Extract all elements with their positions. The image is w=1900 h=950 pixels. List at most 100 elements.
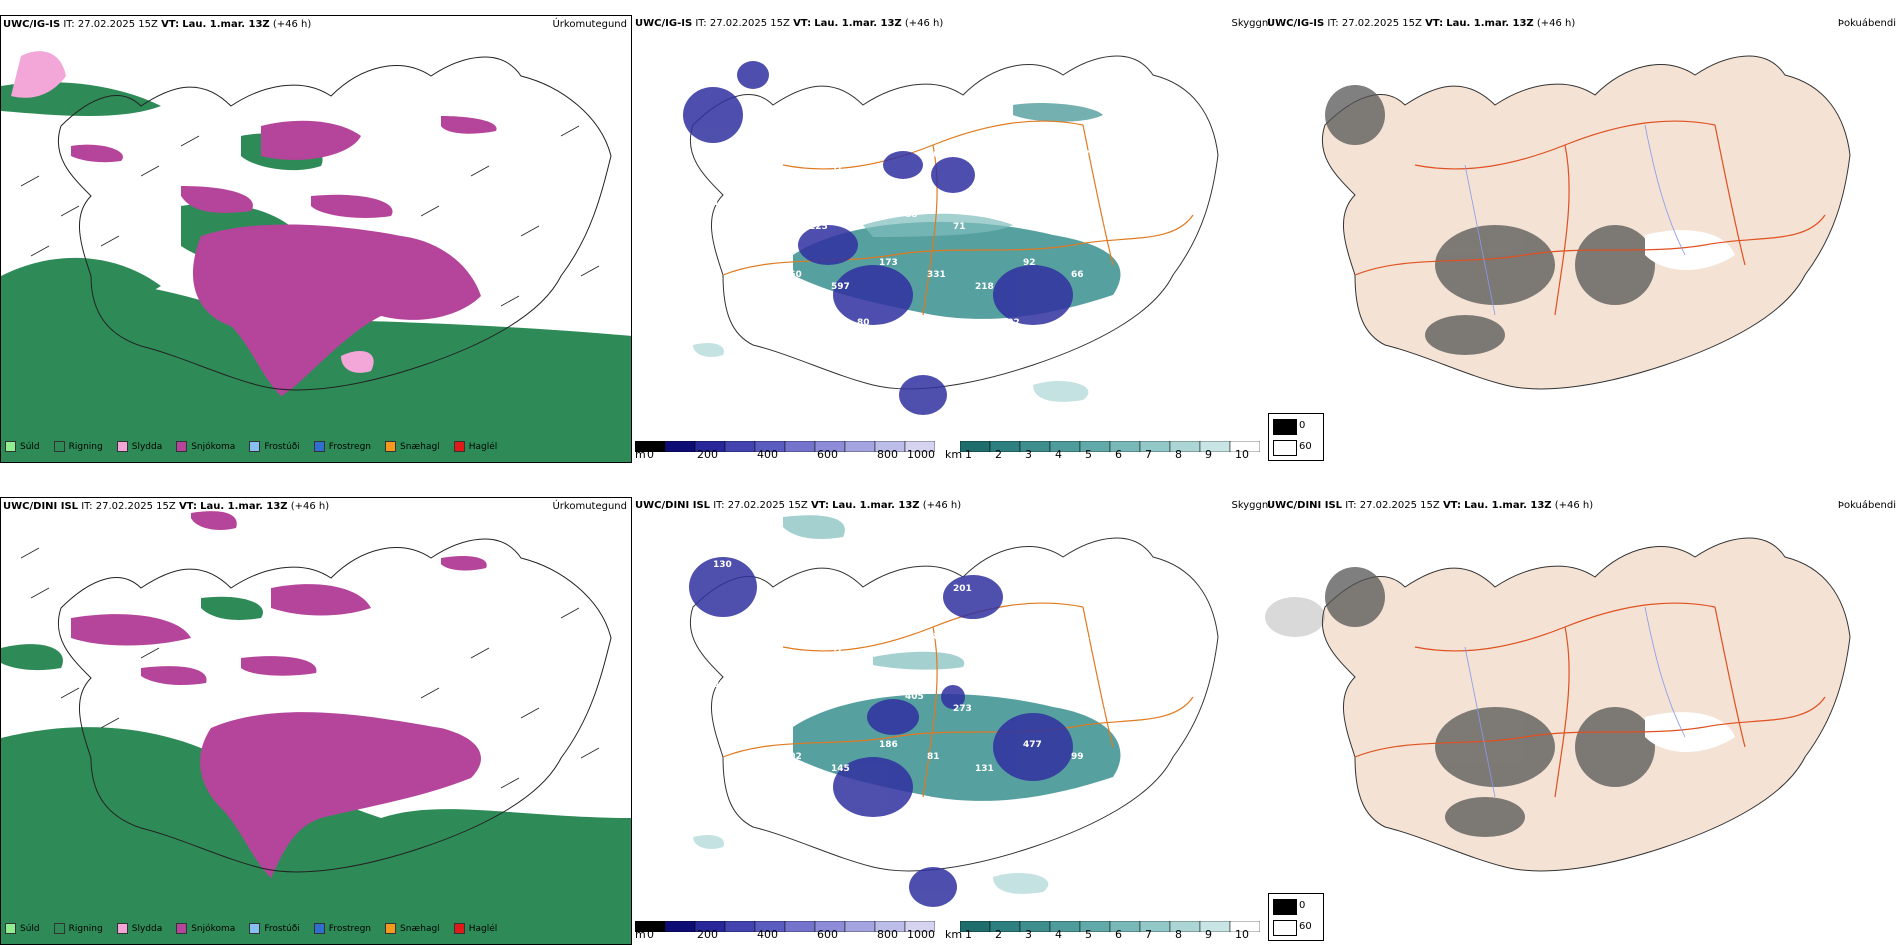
tick-label: 9 xyxy=(1205,928,1212,941)
cloud-base-value-label: 144 xyxy=(713,78,732,88)
cloud-base-value-label: 143 xyxy=(809,584,828,594)
cloud-base-value-label: 207 xyxy=(761,692,780,702)
tick-label: 800 xyxy=(877,928,898,941)
legend-item: Haglél xyxy=(453,923,497,934)
legend-swatch xyxy=(176,923,188,934)
cloud-base-value-label: 169 xyxy=(1049,210,1068,220)
cloud-base-value-label: 71 xyxy=(953,222,966,232)
cloud-base-value-label: 49 xyxy=(905,90,918,100)
cloud-base-value-label: 597 xyxy=(831,282,850,292)
cloud-base-value-label: 201 xyxy=(953,584,972,594)
cloud-base-value-label: 38 xyxy=(713,800,726,810)
cloud-base-value-label: 379 xyxy=(1097,222,1116,232)
cloud-base-value-label: 100 xyxy=(1001,680,1020,690)
cloud-base-value-label: 57 xyxy=(1049,330,1062,340)
legend-item: Frostregn xyxy=(313,441,371,452)
cloud-base-value-label: 144 xyxy=(975,162,994,172)
unit-label: m xyxy=(635,448,646,461)
cloud-base-value-label: 405 xyxy=(905,692,924,702)
legend-item: Haglél xyxy=(453,441,497,452)
cloud-base-value-label: 64 xyxy=(761,90,774,100)
legend-swatch xyxy=(385,923,397,934)
tick-label: 600 xyxy=(817,448,838,461)
cloud-base-value-label: 80 xyxy=(857,318,870,328)
cloud-base-value-label: 105 xyxy=(1119,282,1138,292)
visibility-colorbar-bottom xyxy=(959,917,1261,933)
visibility-ticks-bottom: km 1 2 3 4 5 6 7 8 9 10 xyxy=(945,928,1265,942)
cloud-base-colorbar-top xyxy=(634,437,936,453)
cloud-base-value-label: 95 xyxy=(1049,572,1062,582)
fog-legend-high-label: 0 xyxy=(1299,420,1306,431)
cloud-base-value-label: 346 xyxy=(1023,138,1042,148)
visibility-colorbar-swatches xyxy=(959,920,1261,933)
cloud-base-value-label: 115 xyxy=(761,330,780,340)
fog-legend-low-swatch xyxy=(1273,440,1297,456)
cloud-vis-panel-top: UWC/IG-IS IT: 27.02.2025 15Z VT: Lau. 1.… xyxy=(633,15,1271,463)
cloud-base-value-label: 123 xyxy=(1049,692,1068,702)
legend-swatch xyxy=(116,923,128,934)
cloud-base-value-label: 186 xyxy=(879,740,898,750)
cloud-base-values-top: 144 64 70 48 49 129 69 217 242 486 142 47 285 80 144 34… xyxy=(713,78,1138,388)
cloud-vis-map-top xyxy=(683,55,1219,415)
legend-item: Slydda xyxy=(116,923,162,934)
precip-legend-bottom: Súld Rigning Slydda Snjókoma Frostúði Fr… xyxy=(5,923,505,934)
cloud-base-value-label: 63 xyxy=(735,620,748,630)
legend-item: Snjókoma xyxy=(176,923,235,934)
legend-item: Frostúði xyxy=(249,923,300,934)
cloud-base-value-label: 126 xyxy=(735,258,754,268)
cloud-base-value-label: 173 xyxy=(879,258,898,268)
precip-type-panel-bottom: UWC/DINI ISL IT: 27.02.2025 15Z VT: Lau.… xyxy=(0,497,632,945)
tick-label: 7 xyxy=(1145,928,1152,941)
cloud-base-value-label: 81 xyxy=(927,752,940,762)
cloud-base-value-label: 44 xyxy=(735,378,748,388)
unit-label: km xyxy=(945,928,963,941)
tick-label: 1000 xyxy=(907,448,935,461)
cloud-base-value-label: 70 xyxy=(809,102,822,112)
legend-item: Snæhagl xyxy=(385,923,440,934)
cloud-base-value-label: 287 xyxy=(927,632,946,642)
fog-title-top: Þokuábendi xyxy=(1837,18,1896,29)
cloud-base-value-label: 217 xyxy=(1049,90,1068,100)
cloud-base-value-label: 271 xyxy=(1071,632,1090,642)
tick-label: 6 xyxy=(1115,928,1122,941)
legend-swatch xyxy=(313,923,325,934)
cloud-base-value-label: 181 xyxy=(857,198,876,208)
fog-map-top xyxy=(1321,55,1851,390)
cloud-vis-map-bottom xyxy=(689,515,1219,907)
cloud-base-value-label: 145 xyxy=(831,764,850,774)
cloud-base-value-label: 37 xyxy=(1119,764,1132,774)
cloud-base-value-label: 125 xyxy=(809,222,828,232)
cloud-base-value-label: 72 xyxy=(905,330,918,340)
cloud-base-value-label: 150 xyxy=(783,270,802,280)
header-bottom-fog: UWC/DINI ISL IT: 27.02.2025 15Z VT: Lau.… xyxy=(1267,500,1594,511)
cloud-base-value-label: 88 xyxy=(905,210,918,220)
legend-swatch xyxy=(453,923,465,934)
tick-label: 8 xyxy=(1175,448,1182,461)
tick-label: 9 xyxy=(1205,448,1212,461)
legend-item: Rigning xyxy=(53,923,103,934)
fog-legend-low-label: 60 xyxy=(1299,921,1312,932)
legend-item: Snæhagl xyxy=(385,441,440,452)
cloud-base-value-label: 117 xyxy=(1071,150,1090,160)
cloud-base-value-label: 174 xyxy=(761,210,780,220)
fog-panel-top: UWC/IG-IS IT: 27.02.2025 15Z VT: Lau. 1.… xyxy=(1265,15,1900,463)
cloud-base-value-label: 45 xyxy=(975,644,988,654)
tick-label: 0 xyxy=(647,448,654,461)
tick-label: 400 xyxy=(757,928,778,941)
cloud-base-value-label: 44 xyxy=(1097,342,1110,352)
fog-legend-low-label: 60 xyxy=(1299,441,1312,452)
legend-swatch xyxy=(249,441,261,452)
cloud-base-value-label: 415 xyxy=(953,342,972,352)
cloud-base-value-label: 208 xyxy=(1097,584,1116,594)
precip-legend-top: Súld Rigning Slydda Snjókoma Frostúði Fr… xyxy=(5,441,505,452)
cloud-title-bottom: Skyggni xyxy=(1231,500,1271,511)
legend-item: Súld xyxy=(5,441,40,452)
header-top-cloud: UWC/IG-IS IT: 27.02.2025 15Z VT: Lau. 1.… xyxy=(635,18,944,29)
unit-label: km xyxy=(945,448,963,461)
tick-label: 200 xyxy=(697,928,718,941)
fog-legend-bottom: 0 60 xyxy=(1268,893,1324,941)
cloud-base-value-label: 129 xyxy=(953,102,972,112)
legend-swatch xyxy=(385,441,397,452)
cloud-base-value-label: 33 xyxy=(713,680,726,690)
cloud-base-value-label: 179 xyxy=(809,704,828,714)
